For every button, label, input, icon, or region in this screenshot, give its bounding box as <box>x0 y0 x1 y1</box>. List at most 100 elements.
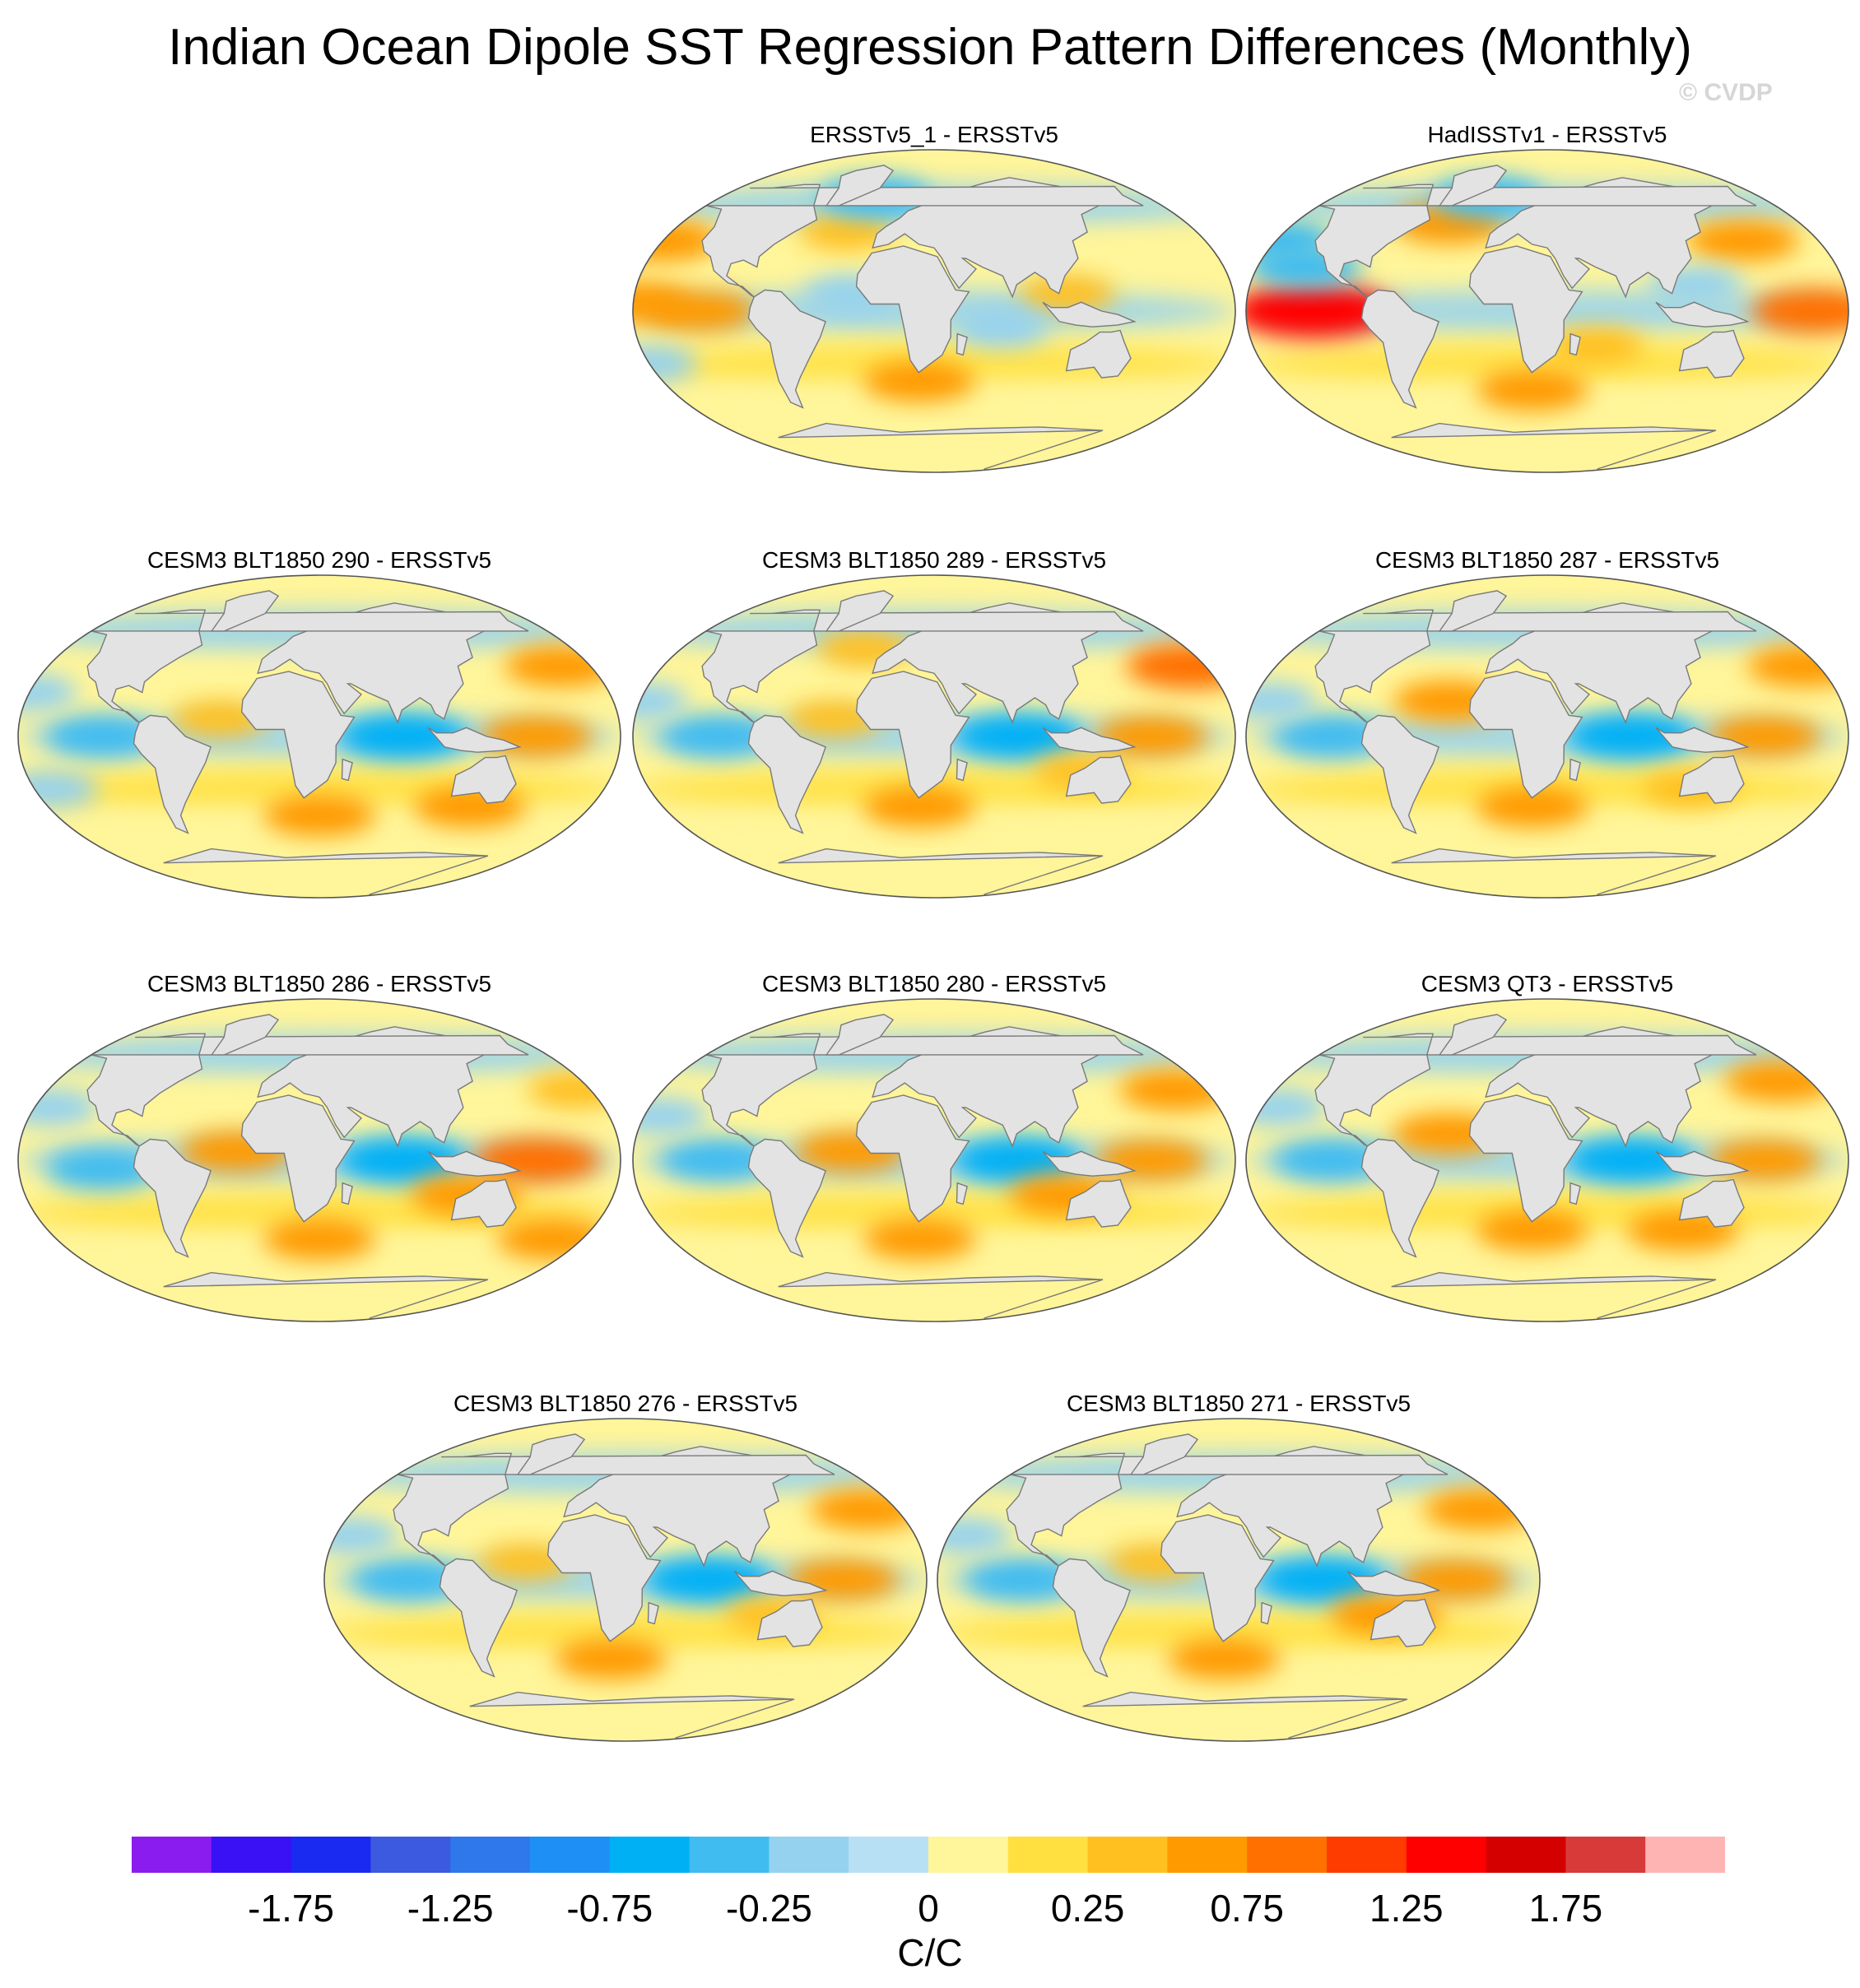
sst-anomaly-blob <box>1258 1557 1387 1603</box>
sst-anomaly-blob <box>1118 1069 1231 1111</box>
colorbar-swatch <box>1167 1837 1248 1873</box>
sst-anomaly-blob <box>45 716 158 757</box>
map-svg <box>17 998 621 1322</box>
map-svg <box>1245 998 1849 1322</box>
colorbar-swatch <box>1247 1837 1328 1873</box>
land-greenland <box>1438 590 1508 632</box>
land-greenland <box>1438 1014 1508 1056</box>
map-border <box>17 574 621 899</box>
map-panel-3: CESM3 BLT1850 290 - ERSSTv5 <box>15 547 624 959</box>
map-svg <box>632 574 1236 899</box>
land-namerica <box>393 1452 835 1567</box>
land-antarctica <box>778 422 1104 470</box>
land-greenland <box>825 1014 895 1056</box>
land-antarctica <box>163 1271 489 1319</box>
panel-title: CESM3 BLT1850 289 - ERSSTv5 <box>761 547 1107 573</box>
colorbar-swatch <box>1327 1837 1407 1873</box>
sst-anomaly-blob <box>1246 284 1394 338</box>
map-border <box>937 1418 1541 1742</box>
colorbar-swatch <box>1565 1837 1646 1873</box>
sst-anomaly-blob <box>1476 369 1589 411</box>
land-africa <box>240 671 356 799</box>
land-indonesia <box>1042 727 1137 753</box>
sst-anomaly-blob <box>1246 682 1318 720</box>
land-samerica <box>133 1138 212 1258</box>
panel-title: CESM3 BLT1850 276 - ERSSTv5 <box>453 1391 798 1416</box>
land-greenland <box>516 1433 586 1475</box>
colorbar-swatch <box>211 1837 292 1873</box>
land-australia <box>1065 1178 1132 1228</box>
sst-anomaly-blob <box>504 645 616 687</box>
panel-title: CESM3 BLT1850 286 - ERSSTv5 <box>146 971 492 996</box>
sst-anomaly-blob <box>351 1559 464 1600</box>
sst-anomaly-blob <box>863 360 975 402</box>
land-australia <box>1678 1178 1745 1228</box>
land-antarctica <box>778 1271 1104 1319</box>
land-antarctica <box>1391 848 1717 895</box>
panel-title: CESM3 BLT1850 280 - ERSSTv5 <box>761 971 1107 996</box>
colorbar-swatch <box>689 1837 770 1873</box>
colorbar-tick-label: 1.25 <box>1369 1887 1444 1930</box>
land-namerica <box>86 1033 529 1147</box>
colorbar-tick-label: -0.75 <box>566 1887 653 1930</box>
land-indonesia <box>1042 301 1137 327</box>
colorbar-tick-label: 1.75 <box>1528 1887 1603 1930</box>
sst-anomaly-blob <box>555 1638 667 1679</box>
colorbar-tick-label: -1.25 <box>407 1887 494 1930</box>
map-panel-9: CESM3 BLT1850 276 - ERSSTv5 <box>321 1391 930 1802</box>
panel-title: HadISSTv1 - ERSSTv5 <box>1427 122 1667 147</box>
sst-anomaly-blob <box>338 1137 467 1183</box>
sst-anomaly-blob <box>1724 1061 1837 1102</box>
land-madagascar <box>1569 758 1581 782</box>
land-indonesia <box>427 1150 522 1177</box>
sst-anomaly-blob <box>863 786 975 828</box>
colorbar-tick-label: 0.25 <box>1050 1887 1125 1930</box>
land-madagascar <box>341 758 353 782</box>
colorbar-tick-label: -1.75 <box>248 1887 335 1930</box>
sst-band <box>633 386 1235 430</box>
land-madagascar <box>341 1182 353 1205</box>
land-madagascar <box>956 758 968 782</box>
land-indonesia <box>1655 727 1750 753</box>
land-namerica <box>701 609 1144 723</box>
sst-anomaly-blob <box>798 213 895 251</box>
land-greenland <box>1438 165 1508 207</box>
land-indonesia <box>733 1570 828 1596</box>
colorbar-swatch <box>1087 1837 1168 1873</box>
sst-anomaly-blob <box>1566 713 1695 759</box>
land-antarctica <box>469 1691 795 1739</box>
panel-title: CESM3 BLT1850 290 - ERSSTv5 <box>146 547 492 573</box>
colorbar-tick-label: 0.75 <box>1210 1887 1284 1930</box>
map-svg <box>632 998 1236 1322</box>
map-svg <box>323 1418 928 1742</box>
land-greenland <box>825 590 895 632</box>
map-border <box>1245 149 1849 473</box>
land-indonesia <box>427 727 522 753</box>
land-australia <box>756 1598 823 1647</box>
map-svg <box>632 149 1236 473</box>
land-greenland <box>1129 1433 1199 1475</box>
map-border <box>632 998 1236 1322</box>
colorbar-swatch <box>1406 1837 1487 1873</box>
colorbar-swatch <box>450 1837 531 1873</box>
sst-anomaly-blob <box>1019 275 1115 313</box>
sst-anomaly-blob <box>496 1219 609 1260</box>
sst-anomaly-blob <box>1751 288 1848 334</box>
land-indonesia <box>1042 1150 1137 1177</box>
land-australia <box>1065 755 1132 804</box>
map-svg <box>937 1418 1541 1742</box>
colorbar-swatch <box>530 1837 611 1873</box>
land-samerica <box>1360 714 1439 834</box>
map-svg <box>1245 149 1849 473</box>
colorbar-swatch <box>1007 1837 1089 1873</box>
land-samerica <box>747 714 826 834</box>
sst-anomaly-blob <box>644 1557 774 1603</box>
land-australia <box>450 755 517 804</box>
land-namerica <box>701 1033 1144 1147</box>
land-indonesia <box>1655 301 1750 327</box>
colorbar-tick-label: -0.25 <box>725 1887 812 1930</box>
land-antarctica <box>1391 1271 1717 1319</box>
colorbar-swatch <box>849 1837 929 1873</box>
land-madagascar <box>647 1601 659 1625</box>
sst-anomaly-blob <box>953 1137 1082 1183</box>
